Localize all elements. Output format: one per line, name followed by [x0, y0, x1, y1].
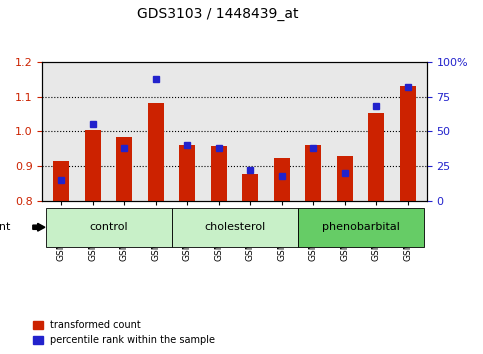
Bar	[369, 113, 384, 201]
Text: agent: agent	[0, 222, 11, 232]
Bar	[298, 208, 424, 247]
Bar	[54, 160, 69, 201]
Bar	[305, 145, 321, 201]
Bar	[116, 137, 132, 201]
Bar	[274, 158, 290, 201]
Text: control: control	[89, 222, 128, 232]
Text: GDS3103 / 1448439_at: GDS3103 / 1448439_at	[137, 7, 298, 21]
Text: cholesterol: cholesterol	[204, 222, 265, 232]
Legend: transformed count, percentile rank within the sample: transformed count, percentile rank withi…	[29, 316, 219, 349]
Bar	[211, 146, 227, 201]
Bar	[148, 103, 164, 201]
Bar	[180, 145, 195, 201]
Bar	[400, 86, 416, 201]
Text: phenobarbital: phenobarbital	[322, 222, 399, 232]
Bar	[337, 156, 353, 201]
Bar	[242, 174, 258, 201]
Bar	[171, 208, 298, 247]
Bar	[45, 208, 171, 247]
Bar	[85, 130, 101, 201]
